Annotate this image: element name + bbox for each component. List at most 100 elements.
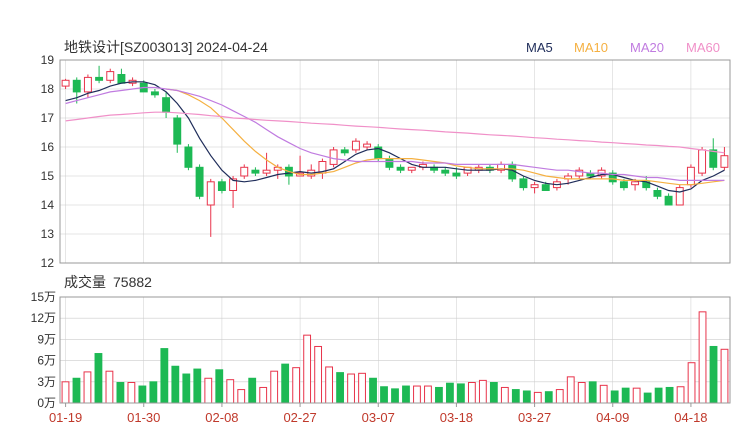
volume-bar [588, 381, 597, 404]
ma-line-ma20 [65, 86, 725, 181]
volume-bar [632, 387, 641, 404]
volume-bar [533, 391, 542, 404]
price-tick-label: 19 [41, 53, 55, 67]
volume-bar [544, 391, 553, 404]
volume-bar [182, 373, 191, 404]
candle-body [441, 169, 450, 174]
volume-tick-label: 12万 [31, 311, 56, 325]
candle-body [351, 140, 360, 151]
volume-bar [248, 377, 257, 404]
price-tick-label: 14 [41, 198, 55, 212]
volume-bar [610, 390, 619, 404]
candle-body [619, 181, 628, 189]
date-tick-label: 01-19 [49, 410, 82, 425]
volume-bar [687, 362, 696, 404]
volume-bar [402, 385, 410, 404]
date-axis: 01-19 01-30 02-08 02-27 03-07 03-18 03-27 04-09… [49, 403, 708, 425]
volume-bar [127, 382, 136, 404]
candle-body [106, 71, 115, 81]
volume-tick-label: 15万 [31, 290, 56, 304]
volume-bar [577, 382, 586, 404]
volume-bar [522, 390, 531, 404]
chart-title: 地铁设计[SZ003013] 2024-04-24 [64, 39, 268, 55]
volume-bar [654, 387, 663, 404]
legend-ma5: MA5 [526, 40, 553, 55]
volume-bar [435, 386, 443, 404]
volume-bar [171, 365, 180, 404]
volume-bar [380, 386, 388, 404]
date-tick-label: 02-08 [205, 410, 238, 425]
candle-body [664, 195, 673, 206]
candle-body [530, 184, 539, 189]
volume-bar [292, 367, 301, 404]
volume-bar [489, 382, 498, 404]
date-tick-label: 03-27 [518, 410, 551, 425]
volume-bar [511, 389, 520, 404]
candle-body [709, 149, 718, 168]
volume-bar [215, 369, 224, 404]
date-tick-label: 02-27 [283, 410, 316, 425]
volume-bar [698, 311, 707, 404]
volume-bar [347, 373, 355, 404]
volume-bars [61, 311, 729, 404]
volume-bar [237, 389, 246, 404]
volume-bar [138, 385, 147, 404]
candle-body [675, 187, 684, 206]
candle-body [575, 169, 584, 177]
volume-bar [204, 377, 213, 404]
candle-body [72, 79, 81, 93]
volume-bar [424, 385, 432, 404]
candle-body [173, 117, 182, 145]
volume-bar [467, 382, 476, 404]
volume-bar [566, 376, 575, 404]
volume-bar [270, 370, 279, 404]
candle-body [184, 146, 193, 168]
candle-body [217, 181, 226, 192]
volume-bar [72, 377, 81, 404]
ma-line-ma60 [65, 111, 725, 154]
price-tick-label: 18 [41, 82, 55, 96]
volume-label: 成交量 [64, 274, 106, 290]
candle-body [686, 166, 695, 186]
date-tick-label: 03-18 [440, 410, 473, 425]
candle-body [407, 166, 416, 171]
volume-bar [720, 348, 729, 404]
volume-bar [149, 381, 158, 404]
volume-bar [226, 379, 235, 404]
volume-bar [446, 382, 454, 404]
volume-bar [413, 385, 421, 404]
candle-body [698, 149, 707, 174]
volume-bar [665, 386, 674, 404]
candle-body [385, 158, 394, 168]
volume-bar [193, 368, 202, 404]
candle-body [262, 169, 271, 174]
volume-bar [83, 371, 92, 404]
volume-bar [621, 387, 630, 404]
volume-bar [105, 370, 114, 404]
candle-body [631, 181, 640, 186]
volume-tick-label: 3万 [37, 375, 56, 389]
candle-body [240, 166, 249, 177]
candle-body [95, 76, 104, 81]
candle-body [541, 184, 550, 191]
legend-ma20: MA20 [630, 40, 664, 55]
volume-bar [336, 372, 344, 404]
volume-tick-label: 6万 [37, 354, 56, 368]
candle-body [117, 74, 126, 84]
moving-average-lines [65, 81, 725, 193]
candle-body [653, 190, 662, 197]
price-tick-label: 12 [41, 256, 55, 270]
volume-bar [358, 372, 366, 404]
volume-bar [160, 348, 169, 404]
candle-body [608, 172, 617, 183]
volume-bar [116, 382, 125, 404]
volume-bar [314, 345, 323, 404]
volume-bar [555, 389, 564, 404]
candlesticks [61, 65, 729, 237]
price-tick-label: 17 [41, 111, 55, 125]
volume-bar [303, 334, 312, 404]
volume-frame [59, 296, 731, 404]
candle-body [340, 149, 349, 154]
legend: MA5 MA10 MA20 MA60 [526, 40, 720, 55]
